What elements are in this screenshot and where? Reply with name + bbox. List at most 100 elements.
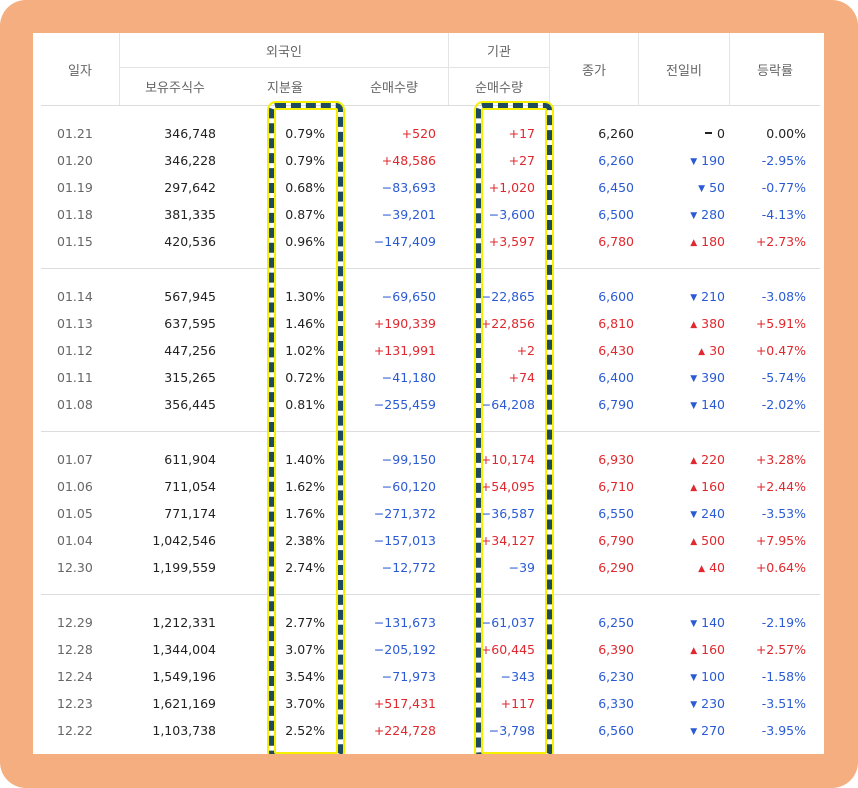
close-cell: 6,790: [598, 533, 634, 548]
inst-net-cell: −39: [508, 560, 535, 575]
holdings-cell: 771,174: [164, 506, 216, 521]
inst-net-cell: +74: [508, 370, 535, 385]
change-value: 220: [701, 452, 725, 467]
rate-cell: -0.77%: [761, 180, 806, 195]
change-cell: ▼ 280: [690, 201, 725, 228]
header-divider: [119, 33, 120, 105]
rate-cell: +0.64%: [755, 560, 806, 575]
change-value: 160: [701, 642, 725, 657]
date-cell: 01.12: [57, 343, 93, 358]
change-value: 140: [701, 615, 725, 630]
date-cell: 01.18: [57, 207, 93, 222]
ratio-cell: 2.77%: [285, 615, 325, 630]
rate-cell: +5.91%: [755, 316, 806, 331]
change-cell: ▲ 160: [690, 636, 725, 663]
change-value: 180: [701, 234, 725, 249]
date-cell: 01.07: [57, 452, 93, 467]
triangle-down-icon: ▼: [690, 211, 698, 221]
foreign-net-cell: +520: [401, 126, 436, 141]
change-cell: ▼ 240: [690, 500, 725, 527]
rate-cell: -3.51%: [761, 696, 806, 711]
header-foreign: 외국인: [266, 44, 302, 60]
foreign-net-cell: −157,013: [373, 533, 436, 548]
change-value: 270: [701, 723, 725, 738]
inst-net-cell: +10,174: [480, 452, 535, 467]
table-row: 12.23 1,621,169 3.70% +517,431 +117 6,330 ▼ 230…: [41, 690, 820, 717]
date-cell: 01.15: [57, 234, 93, 249]
ratio-cell: 0.68%: [285, 180, 325, 195]
foreign-net-cell: −39,201: [381, 207, 436, 222]
ratio-cell: 0.87%: [285, 207, 325, 222]
date-cell: 12.29: [57, 615, 93, 630]
foreign-net-cell: +224,728: [373, 723, 436, 738]
foreign-net-cell: −205,192: [373, 642, 436, 657]
change-cell: ▼ 140: [690, 609, 725, 636]
table-row: 01.04 1,042,546 2.38% −157,013 +34,127 6,790 ▲…: [41, 527, 820, 554]
foreign-net-cell: −69,650: [381, 289, 436, 304]
change-value: 280: [701, 207, 725, 222]
date-cell: 12.30: [57, 560, 93, 575]
change-cell: ▼ 100: [690, 663, 725, 690]
triangle-up-icon: ▲: [690, 537, 698, 547]
change-cell: ▲ 30: [698, 337, 725, 364]
change-cell: ▲ 160: [690, 473, 725, 500]
change-value: 30: [709, 343, 725, 358]
header-divider: [638, 33, 639, 105]
header-ratio: 지분율: [267, 81, 303, 96]
table-row: 01.13 637,595 1.46% +190,339 +22,856 6,810 ▲ 38…: [41, 310, 820, 337]
ratio-cell: 3.70%: [285, 696, 325, 711]
inst-net-cell: −3,798: [488, 723, 535, 738]
date-cell: 12.22: [57, 723, 93, 738]
triangle-down-icon: ▼: [690, 619, 698, 629]
change-cell: ▲ 380: [690, 310, 725, 337]
foreign-net-cell: −271,372: [373, 506, 436, 521]
change-value: 100: [701, 669, 725, 684]
change-cell: ▼ 270: [690, 717, 725, 744]
close-cell: 6,550: [598, 506, 634, 521]
change-cell: ▲ 40: [698, 554, 725, 581]
date-cell: 01.20: [57, 153, 93, 168]
rate-cell: -1.58%: [761, 669, 806, 684]
table-row: 01.21 346,748 0.79% +520 +17 6,260 0 0.00%: [41, 120, 820, 147]
ratio-column-highlight: [269, 103, 343, 754]
triangle-down-icon: ▼: [690, 727, 698, 737]
inst-net-cell: +27: [508, 153, 535, 168]
inst-net-cell: +2: [516, 343, 535, 358]
triangle-down-icon: ▼: [690, 700, 698, 710]
table-row: 01.05 771,174 1.76% −271,372 −36,587 6,550 ▼ 24…: [41, 500, 820, 527]
change-value: 210: [701, 289, 725, 304]
header-foreign-net: 순매수량: [370, 81, 418, 96]
triangle-down-icon: ▼: [698, 184, 706, 194]
inst-net-cell: +60,445: [480, 642, 535, 657]
date-cell: 12.28: [57, 642, 93, 657]
holdings-cell: 1,042,546: [152, 533, 216, 548]
table-row: 01.07 611,904 1.40% −99,150 +10,174 6,930 ▲ 220…: [41, 446, 820, 473]
header-close: 종가: [582, 63, 606, 79]
table-row: 01.08 356,445 0.81% −255,459 −64,208 6,790 ▼ 14…: [41, 391, 820, 418]
table-row: 12.28 1,344,004 3.07% −205,192 +60,445 6,390 ▲…: [41, 636, 820, 663]
close-cell: 6,230: [598, 669, 634, 684]
holdings-cell: 356,445: [164, 397, 216, 412]
date-cell: 12.24: [57, 669, 93, 684]
rate-cell: +2.44%: [755, 479, 806, 494]
foreign-net-cell: −60,120: [381, 479, 436, 494]
change-value: 0: [717, 126, 725, 141]
row-group: [41, 269, 820, 432]
change-value: 160: [701, 479, 725, 494]
ratio-cell: 1.62%: [285, 479, 325, 494]
close-cell: 6,710: [598, 479, 634, 494]
flat-dash-icon: [705, 132, 713, 134]
header-inst-net: 순매수량: [475, 81, 523, 96]
header-divider: [448, 33, 449, 105]
change-value: 50: [709, 180, 725, 195]
inst-net-cell: +3,597: [488, 234, 535, 249]
close-cell: 6,810: [598, 316, 634, 331]
rate-cell: -4.13%: [761, 207, 806, 222]
ratio-cell: 0.96%: [285, 234, 325, 249]
ratio-cell: 3.07%: [285, 642, 325, 657]
close-cell: 6,930: [598, 452, 634, 467]
ratio-cell: 3.54%: [285, 669, 325, 684]
institution-column-highlight: [476, 103, 552, 754]
change-cell: ▼ 190: [690, 147, 725, 174]
rate-cell: -3.53%: [761, 506, 806, 521]
